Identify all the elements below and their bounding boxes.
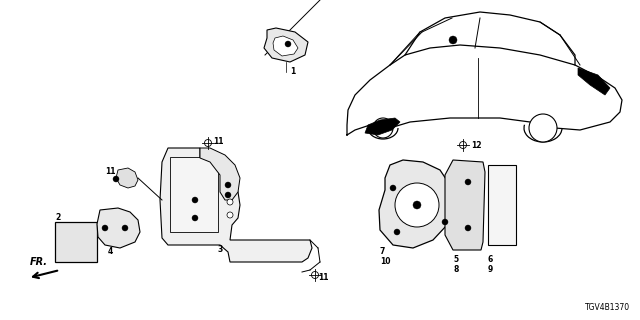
Circle shape (442, 219, 448, 225)
Circle shape (113, 176, 119, 182)
Circle shape (390, 185, 396, 191)
Text: 8: 8 (453, 266, 458, 275)
Circle shape (413, 201, 421, 209)
Text: 9: 9 (488, 266, 493, 275)
Text: 1: 1 (290, 68, 295, 76)
Text: 2: 2 (55, 212, 60, 221)
Bar (170, 157, 218, 232)
Circle shape (449, 36, 457, 44)
Circle shape (394, 229, 400, 235)
Circle shape (225, 182, 231, 188)
Text: 10: 10 (380, 258, 390, 267)
Text: 11: 11 (213, 138, 223, 147)
Circle shape (225, 192, 231, 198)
Circle shape (373, 118, 393, 138)
Polygon shape (97, 208, 140, 248)
Text: 11: 11 (105, 167, 115, 177)
Text: 12: 12 (471, 140, 481, 149)
Circle shape (460, 141, 467, 148)
Text: 6: 6 (488, 255, 493, 265)
Text: TGV4B1370: TGV4B1370 (585, 303, 630, 312)
Circle shape (192, 215, 198, 221)
Polygon shape (264, 28, 308, 62)
Bar (488, 165, 516, 245)
Polygon shape (200, 148, 240, 200)
Text: 5: 5 (453, 255, 458, 265)
Circle shape (205, 140, 211, 147)
Polygon shape (379, 160, 453, 248)
Circle shape (312, 271, 319, 278)
Circle shape (227, 212, 233, 218)
Circle shape (395, 183, 439, 227)
Polygon shape (273, 36, 298, 56)
Bar (55, 222, 97, 262)
Circle shape (227, 199, 233, 205)
Circle shape (529, 114, 557, 142)
Circle shape (122, 225, 128, 231)
Text: 4: 4 (108, 247, 113, 257)
Circle shape (285, 41, 291, 47)
Text: FR.: FR. (30, 257, 48, 267)
Circle shape (102, 225, 108, 231)
Text: 11: 11 (318, 274, 328, 283)
Polygon shape (365, 118, 400, 135)
Circle shape (465, 225, 471, 231)
Polygon shape (578, 68, 610, 95)
Text: 7: 7 (380, 247, 385, 257)
Polygon shape (445, 160, 485, 250)
Circle shape (192, 197, 198, 203)
Polygon shape (116, 168, 138, 188)
Circle shape (465, 179, 471, 185)
Polygon shape (160, 148, 312, 262)
Text: 3: 3 (218, 245, 223, 254)
